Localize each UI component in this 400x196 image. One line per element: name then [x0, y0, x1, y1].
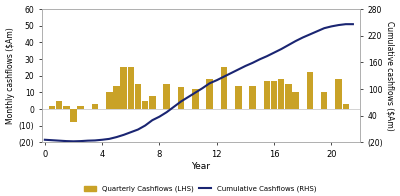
Bar — [292, 92, 299, 109]
Bar — [92, 104, 98, 109]
Bar — [164, 84, 170, 109]
Bar — [206, 79, 213, 109]
Bar — [135, 84, 141, 109]
Bar — [249, 86, 256, 109]
Bar — [285, 84, 292, 109]
Bar — [264, 81, 270, 109]
Bar — [113, 86, 120, 109]
Bar — [321, 92, 328, 109]
Bar — [307, 72, 313, 109]
Bar — [192, 89, 198, 109]
Bar — [78, 106, 84, 109]
Bar — [149, 96, 156, 109]
Legend: Quarterly Cashflows (LHS), Cumulative Cashflows (RHS): Quarterly Cashflows (LHS), Cumulative Ca… — [82, 184, 318, 194]
Bar — [178, 87, 184, 109]
Bar — [63, 106, 70, 109]
Bar — [120, 67, 127, 109]
Y-axis label: Monthly cashflows ($Am): Monthly cashflows ($Am) — [6, 27, 14, 124]
Bar — [70, 109, 77, 122]
Bar — [56, 101, 62, 109]
Bar — [235, 86, 242, 109]
Bar — [49, 106, 55, 109]
Bar — [221, 67, 227, 109]
Bar — [342, 104, 349, 109]
X-axis label: Year: Year — [192, 162, 210, 171]
Y-axis label: Cumulative cashflows ($Am): Cumulative cashflows ($Am) — [386, 21, 394, 131]
Bar — [335, 79, 342, 109]
Bar — [128, 67, 134, 109]
Bar — [142, 101, 148, 109]
Bar — [278, 79, 284, 109]
Bar — [106, 92, 112, 109]
Bar — [271, 81, 277, 109]
